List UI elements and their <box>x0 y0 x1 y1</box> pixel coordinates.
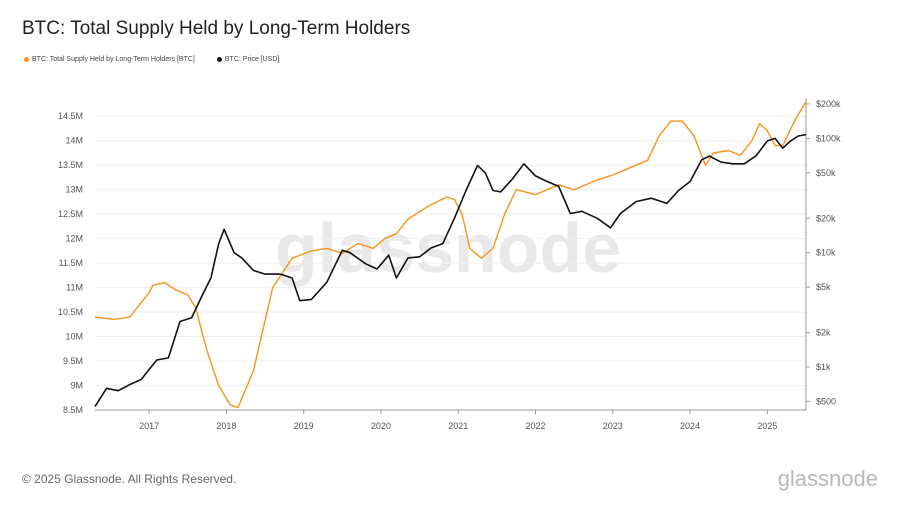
legend-item-price[interactable]: BTC: Price [USD] <box>216 56 280 63</box>
x-tick-label: 2025 <box>757 421 777 431</box>
x-tick-label: 2023 <box>603 421 623 431</box>
x-tick-label: 2020 <box>371 421 391 431</box>
legend-label-lth-supply: BTC: Total Supply Held by Long-Term Hold… <box>32 56 195 63</box>
chart-axes: 8.5M 9M 9.5M 10M 10.5M 11M 11.5M 12M 12.5M 13M 13.… <box>58 98 841 431</box>
grid-lines <box>95 115 806 411</box>
left-tick-label: 12M <box>65 234 83 244</box>
x-tick-label: 2017 <box>139 421 159 431</box>
left-tick-label: 10M <box>65 332 83 342</box>
left-tick-label: 14M <box>65 136 83 146</box>
watermark: glassnode <box>275 209 621 287</box>
legend-item-lth-supply[interactable]: BTC: Total Supply Held by Long-Term Hold… <box>24 56 195 63</box>
x-tick-label: 2022 <box>525 421 545 431</box>
right-tick-label: $10k <box>816 248 836 258</box>
left-tick-label: 12.5M <box>58 209 83 219</box>
left-tick-label: 14.5M <box>58 111 83 121</box>
right-tick-label: $5k <box>816 282 831 292</box>
x-tick-label: 2024 <box>680 421 700 431</box>
legend-swatch-lth-supply <box>24 57 29 62</box>
series-line-lth-supply[interactable] <box>94 101 807 409</box>
left-tick-label: 9M <box>70 381 83 391</box>
left-tick-label: 11M <box>66 283 83 293</box>
legend-label-price: BTC: Price [USD] <box>224 56 280 63</box>
x-tick-label: 2018 <box>216 421 236 431</box>
left-tick-label: 13M <box>65 185 83 195</box>
right-tick-label: $2k <box>816 328 831 338</box>
copyright-footer: © 2025 Glassnode. All Rights Reserved. <box>22 472 237 486</box>
right-tick-label: $100k <box>816 133 841 143</box>
left-tick-label: 11.5M <box>59 258 83 268</box>
series-line-price[interactable] <box>94 133 807 408</box>
right-tick-label: $500 <box>816 396 836 406</box>
left-tick-label: 10.5M <box>58 307 83 317</box>
chart-legend: BTC: Total Supply Held by Long-Term Hold… <box>24 56 279 63</box>
right-tick-label: $200k <box>816 99 841 109</box>
chart-series <box>94 101 807 409</box>
right-tick-label: $1k <box>816 362 831 372</box>
x-tick-label: 2021 <box>448 421 468 431</box>
left-tick-label: 13.5M <box>58 160 83 170</box>
brand-logo: glassnode <box>777 466 878 491</box>
legend-swatch-price <box>216 57 222 62</box>
left-tick-label: 9.5M <box>63 356 83 366</box>
chart-title: BTC: Total Supply Held by Long-Term Hold… <box>22 18 411 39</box>
right-tick-label: $50k <box>816 168 836 178</box>
left-tick-label: 8.5M <box>63 405 83 415</box>
right-tick-label: $20k <box>816 213 836 223</box>
x-tick-label: 2019 <box>294 421 314 431</box>
